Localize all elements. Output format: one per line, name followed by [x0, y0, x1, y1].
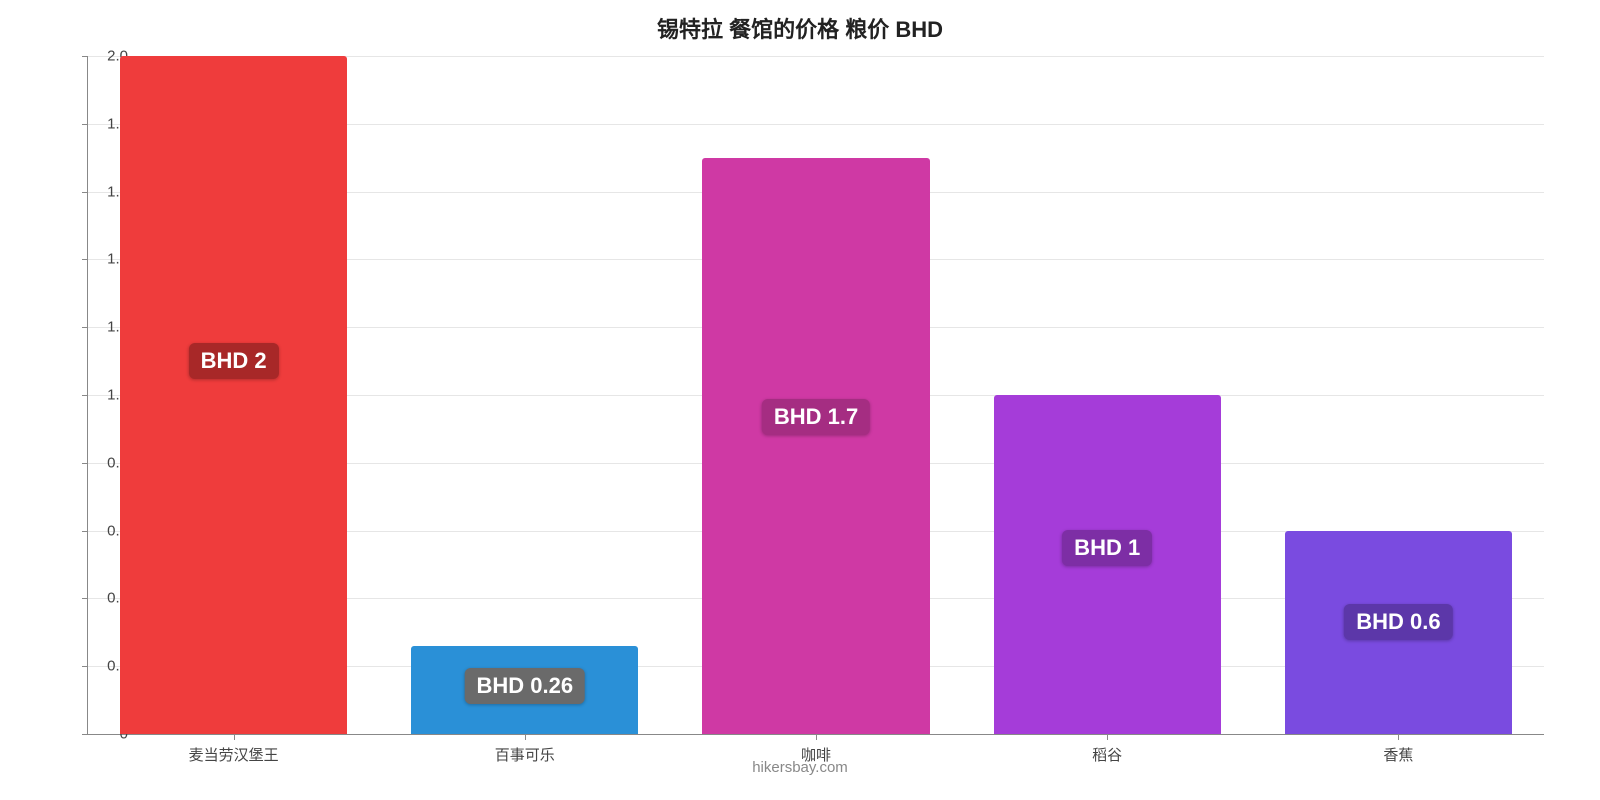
price-bar-chart: 锡特拉 餐馆的价格 粮价 BHD 00.20.40.60.81.01.21.41…: [40, 8, 1560, 778]
x-tick-mark: [234, 734, 235, 740]
x-tick-mark: [816, 734, 817, 740]
x-tick-label: 百事可乐: [495, 744, 555, 765]
x-tick-label: 香蕉: [1383, 744, 1413, 765]
attribution-text: hikersbay.com: [752, 759, 848, 776]
chart-title: 锡特拉 餐馆的价格 粮价 BHD: [40, 8, 1560, 48]
bar-value-label: BHD 0.26: [465, 668, 586, 704]
x-tick-mark: [525, 734, 526, 740]
bar: [120, 56, 347, 734]
bar: [702, 158, 929, 734]
x-tick-mark: [1398, 734, 1399, 740]
bar-value-label: BHD 1.7: [762, 399, 870, 435]
x-tick-mark: [1107, 734, 1108, 740]
plot-area: 00.20.40.60.81.01.21.41.61.82.0BHD 2麦当劳汉…: [88, 56, 1544, 734]
bar-value-label: BHD 2: [189, 343, 279, 379]
bar-value-label: BHD 0.6: [1344, 604, 1452, 640]
x-tick-label: 麦当劳汉堡王: [189, 744, 279, 765]
x-tick-label: 稻谷: [1092, 744, 1122, 765]
bar-value-label: BHD 1: [1062, 530, 1152, 566]
